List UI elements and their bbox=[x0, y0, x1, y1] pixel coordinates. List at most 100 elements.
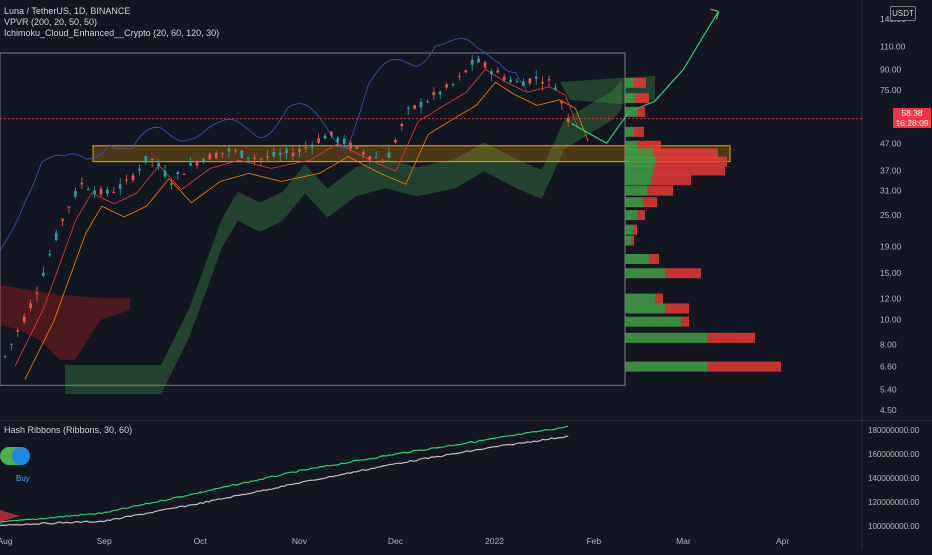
price-tick-label: 12.00 bbox=[880, 294, 902, 304]
toggle-knob bbox=[12, 447, 30, 465]
candle-body bbox=[202, 159, 205, 163]
candle-body bbox=[74, 190, 77, 197]
ichimoku-legend[interactable]: Ichimoku_Cloud_Enhanced__Crypto (20, 60,… bbox=[4, 28, 220, 38]
symbol-legend[interactable]: Luna / TetherUS, 1D, BINANCE bbox=[4, 6, 131, 16]
current-price-value: 58.38 bbox=[893, 108, 931, 118]
ribbon-tick-label: 120000000.00 bbox=[868, 498, 920, 507]
cloud-green bbox=[65, 79, 622, 395]
capitulation-marker bbox=[0, 510, 20, 522]
candle-body bbox=[362, 152, 365, 155]
volume-bar-up bbox=[625, 293, 655, 304]
candle-body bbox=[214, 153, 218, 159]
candle-body bbox=[16, 330, 20, 332]
volume-bar-up bbox=[625, 235, 631, 246]
candle-body bbox=[432, 92, 436, 96]
candle-body bbox=[10, 343, 13, 345]
candle-body bbox=[502, 76, 506, 80]
ribbon-tick-label: 140000000.00 bbox=[868, 474, 920, 483]
candle-body bbox=[266, 156, 269, 158]
ribbon-tick-label: 160000000.00 bbox=[868, 450, 920, 459]
candle-body bbox=[490, 71, 493, 75]
volume-bar-down bbox=[653, 148, 718, 159]
price-tick-label: 37.00 bbox=[880, 166, 902, 176]
price-tick-label: 47.00 bbox=[880, 138, 902, 148]
volume-bar-up bbox=[625, 197, 643, 208]
hash-ribbons-legend-text[interactable]: Hash Ribbons (Ribbons, 30, 60) bbox=[4, 425, 133, 435]
candle-body bbox=[118, 184, 122, 189]
candle-body bbox=[394, 139, 397, 143]
volume-bar-down bbox=[633, 224, 637, 235]
candle-body bbox=[278, 153, 282, 155]
cloud-red bbox=[0, 285, 130, 360]
price-tick-label: 4.50 bbox=[880, 405, 897, 415]
volume-bar-up bbox=[625, 140, 637, 151]
price-tick-label: 10.00 bbox=[880, 314, 902, 324]
time-tick-label: Aug bbox=[0, 536, 13, 546]
support-zone bbox=[92, 145, 731, 163]
candle-body bbox=[406, 107, 410, 109]
candle-body bbox=[470, 59, 474, 65]
candle-body bbox=[29, 303, 32, 309]
candle-body bbox=[189, 162, 192, 166]
price-axis: 140.00110.0090.0075.0047.0037.0031.0025.… bbox=[880, 14, 906, 415]
ribbon-tick-label: 180000000.00 bbox=[868, 426, 920, 435]
candle-body bbox=[163, 170, 167, 177]
candle-body bbox=[35, 292, 39, 294]
candle-body bbox=[54, 232, 58, 241]
candles bbox=[3, 54, 570, 359]
buy-signal-toggle[interactable] bbox=[0, 447, 30, 465]
currency-badge[interactable]: USDT bbox=[890, 6, 916, 21]
candle-body bbox=[291, 152, 295, 157]
candle-body bbox=[381, 161, 384, 163]
candle-body bbox=[400, 123, 404, 127]
volume-bar-up bbox=[625, 268, 665, 279]
volume-bar-up bbox=[625, 165, 653, 176]
volume-profile bbox=[625, 77, 781, 372]
candle-body bbox=[349, 142, 352, 149]
volume-bar-down bbox=[655, 293, 663, 304]
candle-body bbox=[93, 190, 96, 194]
volume-bar-up bbox=[625, 210, 637, 221]
candle-body bbox=[272, 152, 276, 157]
candle-body bbox=[528, 78, 532, 84]
volume-bar-down bbox=[631, 235, 634, 246]
candle-body bbox=[208, 153, 212, 160]
volume-bar-down bbox=[637, 210, 645, 221]
volume-bar-down bbox=[707, 332, 755, 343]
candle-body bbox=[3, 356, 7, 358]
candle-body bbox=[522, 81, 525, 86]
volume-bar-up bbox=[625, 224, 633, 235]
candle-body bbox=[355, 145, 359, 149]
base-line bbox=[24, 81, 589, 380]
time-tick-label: Apr bbox=[776, 536, 789, 546]
volume-bar-down bbox=[655, 156, 727, 167]
candle-body bbox=[534, 76, 538, 79]
candle-body bbox=[240, 150, 244, 158]
candle-body bbox=[144, 155, 148, 163]
candle-body bbox=[67, 206, 71, 208]
candle-body bbox=[157, 163, 160, 167]
price-tick-label: 19.00 bbox=[880, 241, 902, 251]
candle-body bbox=[342, 138, 346, 145]
vpvr-legend[interactable]: VPVR (200, 20, 50, 50) bbox=[4, 17, 98, 27]
candle-body bbox=[368, 156, 372, 160]
volume-bar-down bbox=[651, 175, 691, 186]
ribbon-fast bbox=[0, 425, 569, 524]
conversion-line bbox=[14, 68, 579, 367]
volume-bar-down bbox=[637, 140, 661, 151]
price-tick-label: 15.00 bbox=[880, 268, 902, 278]
candle-body bbox=[374, 157, 378, 159]
candle-body bbox=[317, 138, 320, 143]
ribbon-tick-label: 100000000.00 bbox=[868, 522, 920, 531]
buy-signal-label: Buy bbox=[16, 474, 30, 483]
volume-bar-down bbox=[707, 361, 781, 372]
candle-body bbox=[61, 219, 64, 222]
candle-body bbox=[336, 137, 340, 142]
candle-body bbox=[464, 70, 468, 73]
time-tick-label: Feb bbox=[586, 536, 601, 546]
volume-bar-up bbox=[625, 175, 651, 186]
candle-body bbox=[541, 82, 544, 84]
candle-body bbox=[496, 70, 500, 73]
